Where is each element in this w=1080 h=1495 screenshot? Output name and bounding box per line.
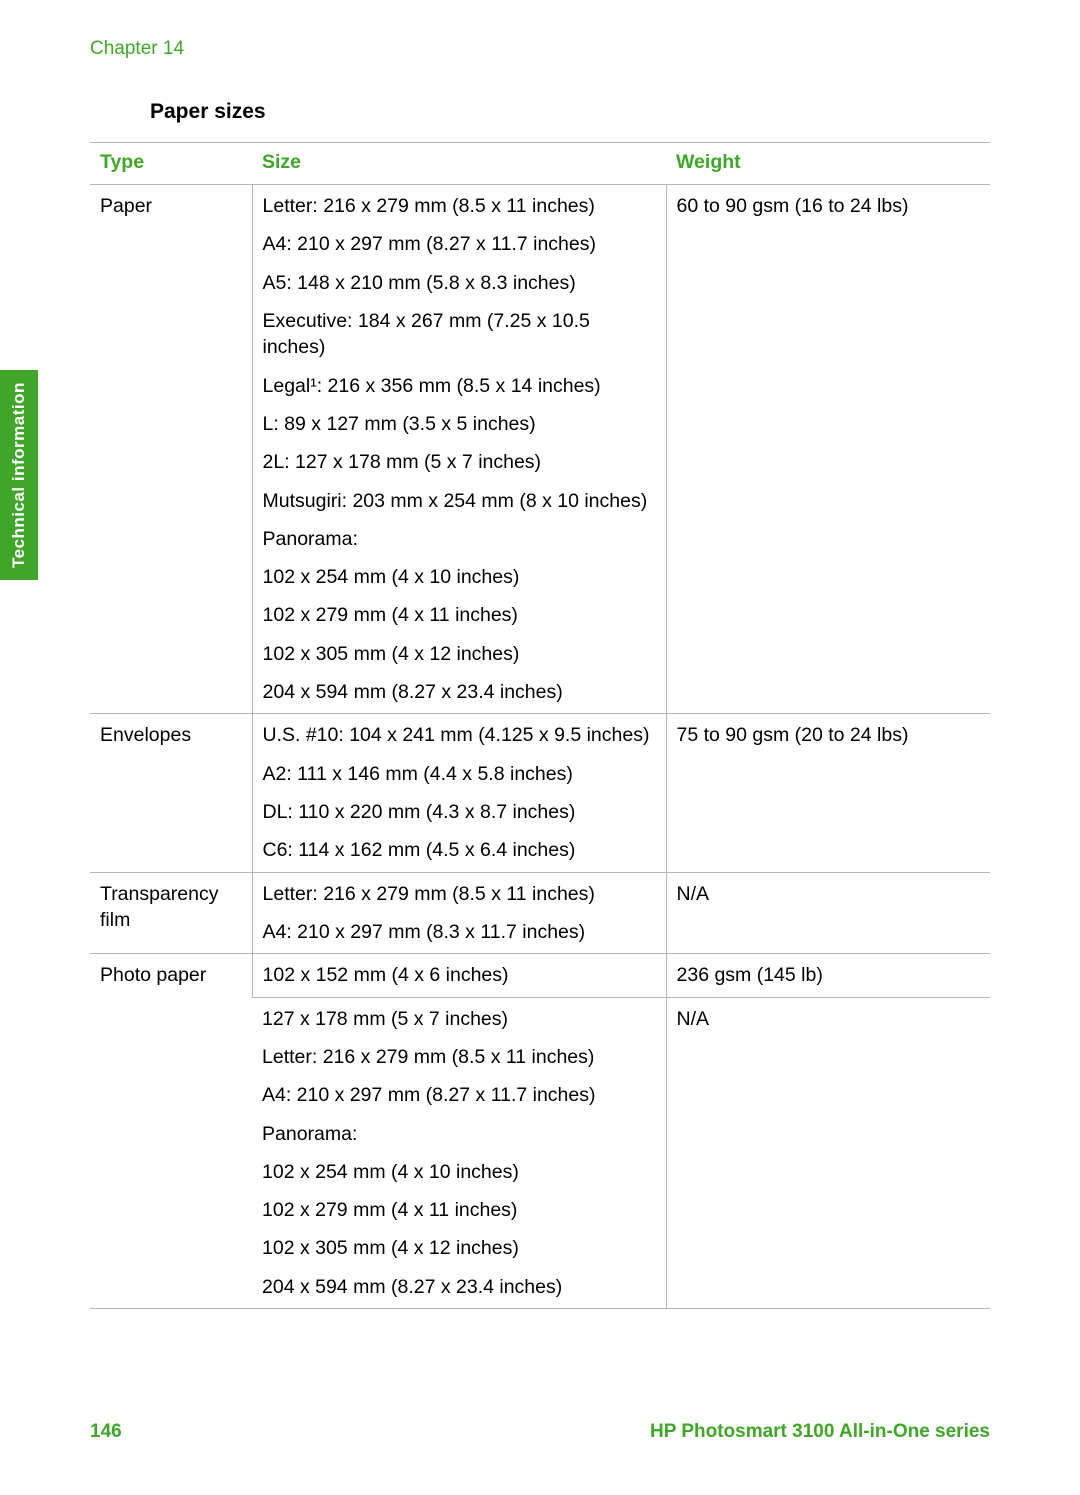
- side-tab-technical-information: Technical information: [0, 370, 38, 580]
- size-line: 102 x 254 mm (4 x 10 inches): [262, 1159, 656, 1185]
- col-header-weight: Weight: [666, 143, 990, 185]
- size-line: U.S. #10: 104 x 241 mm (4.125 x 9.5 inch…: [263, 722, 656, 748]
- size-line: C6: 114 x 162 mm (4.5 x 6.4 inches): [263, 837, 656, 863]
- cell-type: Envelopes: [90, 714, 252, 872]
- page-footer: 146 HP Photosmart 3100 All-in-One series: [90, 1421, 990, 1443]
- cell-weight: N/A: [666, 997, 990, 1309]
- size-line: A4: 210 x 297 mm (8.27 x 11.7 inches): [262, 1082, 656, 1108]
- size-line: Executive: 184 x 267 mm (7.25 x 10.5 inc…: [263, 308, 656, 361]
- paper-sizes-table: Type Size Weight Paper Letter: 216 x 279…: [90, 142, 990, 1309]
- section-title: Paper sizes: [150, 100, 990, 124]
- cell-type: Transparency film: [90, 872, 252, 954]
- size-line: Panorama:: [263, 526, 656, 552]
- col-header-size: Size: [252, 143, 666, 185]
- size-line: A4: 210 x 297 mm (8.27 x 11.7 inches): [263, 231, 656, 257]
- cell-size: 127 x 178 mm (5 x 7 inches) Letter: 216 …: [252, 997, 666, 1309]
- chapter-label: Chapter 14: [90, 38, 990, 60]
- table-header-row: Type Size Weight: [90, 143, 990, 185]
- size-line: Legal¹: 216 x 356 mm (8.5 x 14 inches): [263, 373, 656, 399]
- size-line: Letter: 216 x 279 mm (8.5 x 11 inches): [263, 881, 656, 907]
- size-line: Panorama:: [262, 1121, 656, 1147]
- cell-size: Letter: 216 x 279 mm (8.5 x 11 inches) A…: [252, 185, 666, 714]
- size-line: A2: 111 x 146 mm (4.4 x 5.8 inches): [263, 761, 656, 787]
- table-row: Paper Letter: 216 x 279 mm (8.5 x 11 inc…: [90, 185, 990, 714]
- page-container: Chapter 14 Paper sizes Technical informa…: [0, 0, 1080, 1495]
- col-header-type: Type: [90, 143, 252, 185]
- size-line: 102 x 305 mm (4 x 12 inches): [262, 1235, 656, 1261]
- size-line: Mutsugiri: 203 mm x 254 mm (8 x 10 inche…: [263, 488, 656, 514]
- size-line: L: 89 x 127 mm (3.5 x 5 inches): [263, 411, 656, 437]
- size-line: 102 x 279 mm (4 x 11 inches): [262, 1197, 656, 1223]
- cell-type: Paper: [90, 185, 252, 714]
- size-line: Letter: 216 x 279 mm (8.5 x 11 inches): [262, 1044, 656, 1070]
- table-row: Envelopes U.S. #10: 104 x 241 mm (4.125 …: [90, 714, 990, 872]
- size-line: 204 x 594 mm (8.27 x 23.4 inches): [263, 679, 656, 705]
- cell-weight: 236 gsm (145 lb): [666, 954, 990, 997]
- size-line: DL: 110 x 220 mm (4.3 x 8.7 inches): [263, 799, 656, 825]
- cell-type: Photo paper: [90, 954, 252, 1309]
- size-line: 102 x 305 mm (4 x 12 inches): [263, 641, 656, 667]
- size-line: Letter: 216 x 279 mm (8.5 x 11 inches): [263, 193, 656, 219]
- size-line: A4: 210 x 297 mm (8.3 x 11.7 inches): [263, 919, 656, 945]
- size-line: 102 x 254 mm (4 x 10 inches): [263, 564, 656, 590]
- size-line: 2L: 127 x 178 mm (5 x 7 inches): [263, 449, 656, 475]
- size-line: 204 x 594 mm (8.27 x 23.4 inches): [262, 1274, 656, 1300]
- table-row: Transparency film Letter: 216 x 279 mm (…: [90, 872, 990, 954]
- page-number: 146: [90, 1421, 122, 1443]
- product-name: HP Photosmart 3100 All-in-One series: [650, 1421, 990, 1443]
- table-row: Photo paper 102 x 152 mm (4 x 6 inches) …: [90, 954, 990, 997]
- size-line: A5: 148 x 210 mm (5.8 x 8.3 inches): [263, 270, 656, 296]
- size-line: 102 x 279 mm (4 x 11 inches): [263, 602, 656, 628]
- cell-size: U.S. #10: 104 x 241 mm (4.125 x 9.5 inch…: [252, 714, 666, 872]
- cell-weight: 60 to 90 gsm (16 to 24 lbs): [666, 185, 990, 714]
- size-line: 102 x 152 mm (4 x 6 inches): [263, 962, 656, 988]
- cell-weight: N/A: [666, 872, 990, 954]
- size-line: 127 x 178 mm (5 x 7 inches): [262, 1006, 656, 1032]
- cell-size: Letter: 216 x 279 mm (8.5 x 11 inches) A…: [252, 872, 666, 954]
- cell-size: 102 x 152 mm (4 x 6 inches): [252, 954, 666, 997]
- cell-weight: 75 to 90 gsm (20 to 24 lbs): [666, 714, 990, 872]
